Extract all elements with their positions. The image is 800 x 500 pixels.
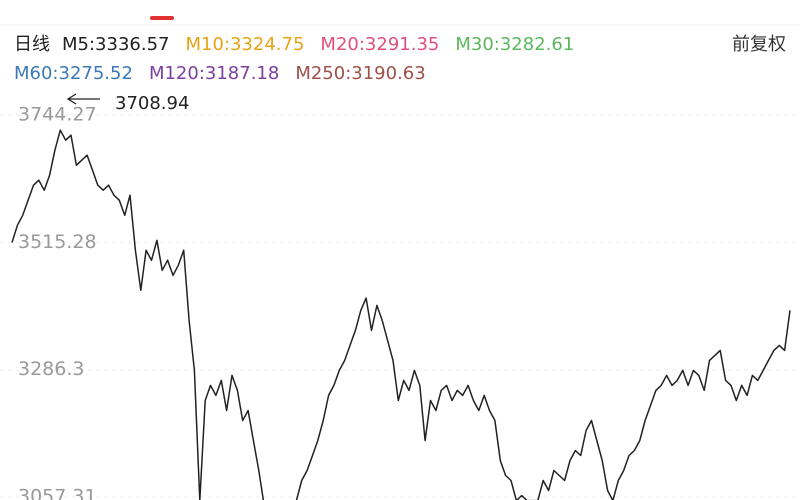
period-label: 日线 xyxy=(14,34,50,55)
adjust-label[interactable]: 前复权 xyxy=(732,34,786,55)
annotation-arrowhead xyxy=(66,93,77,105)
y-tick-label: 3744.27 xyxy=(18,104,97,126)
ma-indicator: M10:3324.75 xyxy=(185,34,304,55)
y-tick-label: 3515.28 xyxy=(18,231,97,253)
ma-indicator: M120:3187.18 xyxy=(149,63,279,84)
active-tab-indicator xyxy=(150,16,174,20)
annotation: 3708.94 xyxy=(115,93,189,114)
ma-indicator: M60:3275.52 xyxy=(14,63,133,84)
y-tick-label: 3057.31 xyxy=(18,486,97,500)
ma-indicator: M250:3190.63 xyxy=(295,63,425,84)
ma-indicator: M30:3282.61 xyxy=(455,34,574,55)
price-line xyxy=(11,129,791,500)
ma-indicator: M5:3336.57 xyxy=(62,34,169,55)
ma-indicator: M20:3291.35 xyxy=(320,34,439,55)
y-tick-label: 3286.3 xyxy=(18,358,84,380)
